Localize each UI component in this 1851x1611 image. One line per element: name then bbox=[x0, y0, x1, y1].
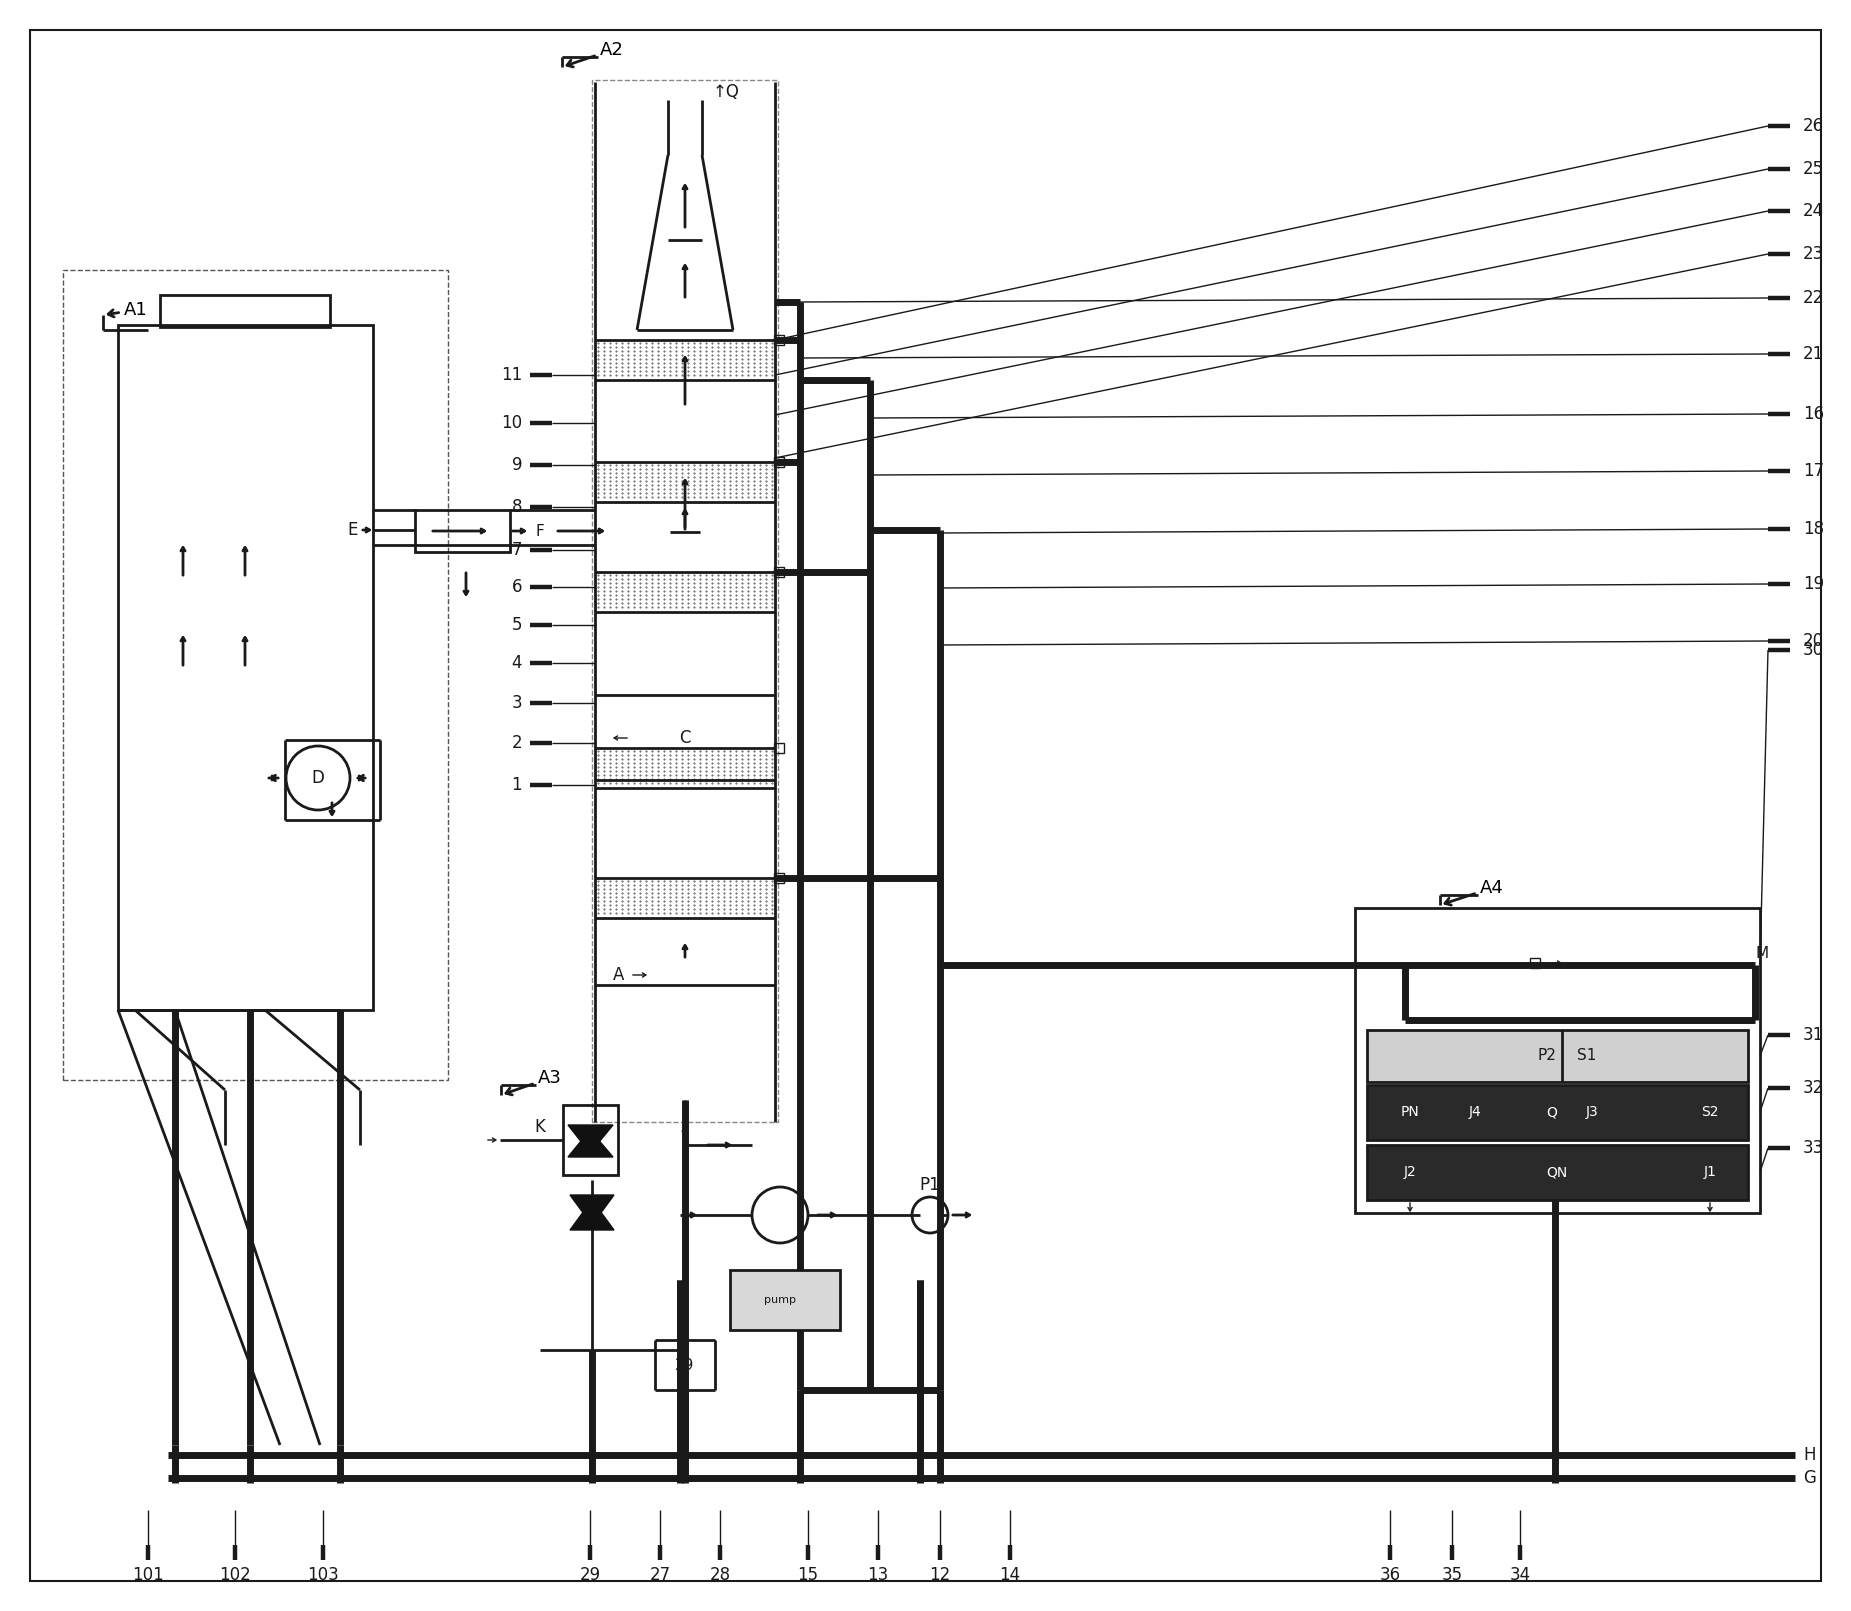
Text: ↑Q: ↑Q bbox=[713, 84, 740, 101]
Bar bbox=[774, 458, 785, 467]
Bar bbox=[63, 271, 448, 1079]
Text: E: E bbox=[348, 520, 357, 540]
Bar bbox=[729, 1269, 840, 1331]
Text: 20: 20 bbox=[1803, 632, 1823, 649]
Text: J4: J4 bbox=[1468, 1105, 1481, 1120]
Text: A4: A4 bbox=[1446, 880, 1503, 905]
Text: 35: 35 bbox=[1442, 1566, 1462, 1584]
Text: H: H bbox=[1803, 1447, 1816, 1464]
Text: F: F bbox=[535, 524, 544, 538]
Text: S1: S1 bbox=[1577, 1049, 1597, 1063]
Bar bbox=[774, 567, 785, 577]
Bar bbox=[1368, 1145, 1747, 1200]
Text: 30: 30 bbox=[1803, 641, 1823, 659]
Text: 3: 3 bbox=[511, 694, 522, 712]
Text: 27: 27 bbox=[650, 1566, 670, 1584]
Text: pump: pump bbox=[764, 1295, 796, 1305]
Text: 16: 16 bbox=[1803, 404, 1823, 424]
Text: P1: P1 bbox=[920, 1176, 940, 1194]
Text: A2: A2 bbox=[566, 40, 624, 68]
Text: 9: 9 bbox=[511, 456, 522, 474]
Text: 18: 18 bbox=[1803, 520, 1823, 538]
Text: J3: J3 bbox=[1586, 1105, 1599, 1120]
Bar bbox=[774, 335, 785, 345]
Text: S2: S2 bbox=[1701, 1105, 1720, 1120]
Text: P2: P2 bbox=[1538, 1049, 1557, 1063]
Text: 29: 29 bbox=[676, 1358, 694, 1373]
Polygon shape bbox=[570, 1195, 615, 1224]
Text: J2: J2 bbox=[1403, 1165, 1416, 1179]
Bar bbox=[592, 81, 777, 1121]
Text: 10: 10 bbox=[502, 414, 522, 432]
Bar bbox=[1368, 1084, 1747, 1141]
Text: 11: 11 bbox=[502, 366, 522, 383]
Text: 26: 26 bbox=[1803, 118, 1823, 135]
Text: D: D bbox=[311, 768, 324, 788]
Text: 21: 21 bbox=[1803, 345, 1825, 362]
Text: 5: 5 bbox=[511, 615, 522, 635]
Text: 14: 14 bbox=[1000, 1566, 1020, 1584]
Bar bbox=[1355, 909, 1760, 1213]
Text: 2: 2 bbox=[511, 735, 522, 752]
Text: 19: 19 bbox=[1803, 575, 1823, 593]
Text: 13: 13 bbox=[868, 1566, 888, 1584]
Text: C: C bbox=[679, 730, 690, 748]
Text: 25: 25 bbox=[1803, 159, 1823, 177]
Text: 34: 34 bbox=[1509, 1566, 1531, 1584]
Bar bbox=[118, 325, 374, 1010]
Text: 102: 102 bbox=[218, 1566, 252, 1584]
Bar bbox=[774, 873, 785, 883]
Text: 7: 7 bbox=[511, 541, 522, 559]
Bar bbox=[159, 295, 329, 327]
Text: 17: 17 bbox=[1803, 462, 1823, 480]
Text: 36: 36 bbox=[1379, 1566, 1401, 1584]
Text: G: G bbox=[1803, 1469, 1816, 1487]
Bar bbox=[774, 743, 785, 752]
Text: 103: 103 bbox=[307, 1566, 339, 1584]
Text: 8: 8 bbox=[511, 498, 522, 516]
Text: 23: 23 bbox=[1803, 245, 1825, 263]
Text: 24: 24 bbox=[1803, 201, 1823, 221]
Bar bbox=[415, 511, 511, 553]
Text: A: A bbox=[613, 967, 624, 984]
Bar bbox=[563, 1105, 618, 1174]
Polygon shape bbox=[568, 1124, 613, 1153]
Polygon shape bbox=[568, 1129, 613, 1157]
Text: A1: A1 bbox=[107, 301, 148, 319]
Text: 29: 29 bbox=[579, 1566, 600, 1584]
Polygon shape bbox=[570, 1200, 615, 1231]
Text: 101: 101 bbox=[131, 1566, 165, 1584]
Text: 28: 28 bbox=[709, 1566, 731, 1584]
Text: 33: 33 bbox=[1803, 1139, 1825, 1157]
Text: J1: J1 bbox=[1703, 1165, 1716, 1179]
Bar bbox=[1531, 959, 1540, 968]
Text: A3: A3 bbox=[505, 1070, 563, 1095]
Text: 1: 1 bbox=[511, 777, 522, 794]
Bar bbox=[1368, 1029, 1747, 1083]
Text: 6: 6 bbox=[511, 578, 522, 596]
Text: K: K bbox=[535, 1118, 544, 1136]
Text: 4: 4 bbox=[511, 654, 522, 672]
Text: QN: QN bbox=[1546, 1165, 1568, 1179]
Text: PN: PN bbox=[1401, 1105, 1420, 1120]
Text: Q: Q bbox=[1547, 1105, 1557, 1120]
Text: 32: 32 bbox=[1803, 1079, 1825, 1097]
Text: 22: 22 bbox=[1803, 288, 1825, 308]
Text: M: M bbox=[1755, 946, 1768, 960]
Text: 31: 31 bbox=[1803, 1026, 1825, 1044]
Text: 12: 12 bbox=[929, 1566, 951, 1584]
Text: 15: 15 bbox=[798, 1566, 818, 1584]
